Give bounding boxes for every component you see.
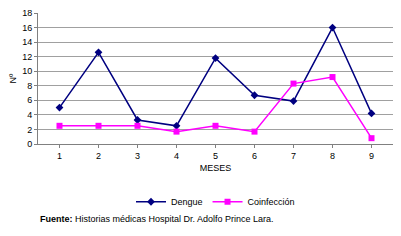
svg-text:16: 16 bbox=[22, 23, 32, 33]
svg-text:6: 6 bbox=[27, 95, 32, 105]
svg-text:14: 14 bbox=[22, 37, 32, 47]
svg-text:12: 12 bbox=[22, 52, 32, 62]
svg-text:4: 4 bbox=[174, 151, 179, 161]
svg-text:8: 8 bbox=[330, 151, 335, 161]
svg-text:5: 5 bbox=[213, 151, 218, 161]
svg-text:2: 2 bbox=[96, 151, 101, 161]
svg-text:1: 1 bbox=[57, 151, 62, 161]
svg-text:6: 6 bbox=[252, 151, 257, 161]
svg-text:Fuente: Historias médicas Hosp: Fuente: Historias médicas Hospital Dr. A… bbox=[40, 214, 274, 224]
svg-text:18: 18 bbox=[22, 8, 32, 18]
svg-text:7: 7 bbox=[291, 151, 296, 161]
svg-text:3: 3 bbox=[135, 151, 140, 161]
svg-text:MESES: MESES bbox=[200, 163, 232, 173]
svg-text:9: 9 bbox=[369, 151, 374, 161]
svg-text:2: 2 bbox=[27, 125, 32, 135]
svg-text:0: 0 bbox=[27, 139, 32, 149]
svg-text:4: 4 bbox=[27, 110, 32, 120]
svg-text:Coinfección: Coinfección bbox=[248, 197, 295, 207]
svg-text:Nº: Nº bbox=[8, 73, 18, 83]
svg-text:10: 10 bbox=[22, 66, 32, 76]
svg-text:8: 8 bbox=[27, 81, 32, 91]
svg-text:Dengue: Dengue bbox=[171, 197, 203, 207]
